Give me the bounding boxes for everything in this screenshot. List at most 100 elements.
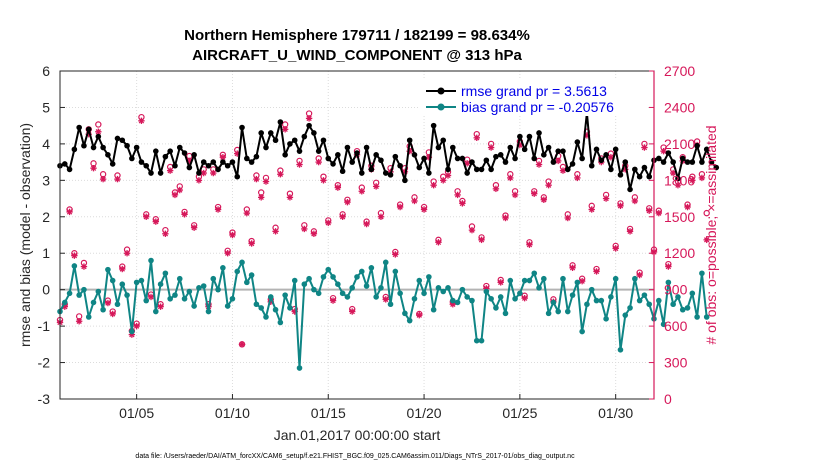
rmse-point	[708, 159, 715, 165]
rmse-point	[191, 152, 197, 158]
bias-point	[627, 305, 633, 311]
legend: rmse grand pr = 3.5613 bias grand pr = -…	[420, 80, 648, 116]
rmse-point	[301, 133, 308, 140]
bias-point	[464, 294, 470, 300]
assimilated-obs-point	[238, 341, 246, 348]
rmse-point	[267, 130, 274, 136]
rmse-point	[507, 144, 514, 151]
bias-point	[363, 283, 370, 289]
rmse-point	[445, 166, 451, 173]
rmse-point	[114, 135, 121, 142]
bias-point	[205, 308, 212, 315]
assimilated-obs-point	[277, 171, 284, 178]
bias-point	[191, 303, 197, 309]
assimilated-obs-point	[138, 117, 145, 125]
rmse-point	[263, 144, 269, 151]
y-right-tick-label: 300	[664, 355, 688, 371]
possible-obs-point	[95, 121, 102, 128]
bias-series-layer	[57, 257, 710, 371]
y-right-tick-label: 0	[664, 391, 672, 407]
rmse-point	[493, 153, 499, 160]
rmse-point	[473, 166, 480, 173]
bias-point	[603, 316, 609, 322]
rmse-point	[536, 130, 542, 136]
rmse-point	[339, 168, 346, 175]
bias-point	[598, 297, 605, 304]
assimilated-obs-point	[468, 226, 476, 234]
rmse-point	[679, 155, 686, 162]
legend-bias-label: bias grand pr = -0.20576	[461, 99, 614, 115]
rmse-point	[138, 159, 145, 165]
assimilated-obs-point	[257, 194, 265, 201]
assimilated-obs-point	[90, 164, 97, 172]
rmse-point	[176, 144, 183, 151]
bias-point	[143, 297, 150, 304]
bias-point	[196, 285, 202, 291]
assimilated-obs-point	[71, 252, 78, 259]
bias-point	[703, 314, 710, 320]
plot-area	[60, 71, 654, 399]
bias-point	[536, 285, 542, 291]
assimilated-obs-point	[617, 202, 624, 210]
bias-point	[416, 277, 423, 284]
assimilated-obs-point	[301, 225, 308, 233]
bias-point	[526, 277, 533, 284]
assimilated-obs-point	[497, 279, 504, 286]
legend-rmse-label: rmse grand pr = 3.5613	[461, 83, 607, 99]
rmse-point	[330, 161, 336, 167]
assimilated-obs-point	[349, 308, 356, 315]
rmse-point	[564, 166, 571, 173]
rmse-point	[181, 150, 188, 156]
rmse-point	[689, 159, 696, 165]
bias-point	[469, 297, 475, 304]
y-right-tick-label: 2400	[664, 99, 695, 115]
rmse-point	[622, 159, 629, 165]
assimilated-obs-point	[531, 190, 538, 197]
assimilated-obs-point	[296, 161, 303, 168]
assimilated-obs-point	[181, 211, 188, 218]
rmse-point	[526, 133, 533, 140]
bias-point	[129, 328, 135, 335]
bias-point	[694, 314, 700, 320]
y-right-tick-label: 2100	[664, 136, 695, 152]
legend-bias-marker	[437, 103, 445, 111]
assimilated-obs-point	[492, 185, 500, 193]
rmse-point	[306, 122, 312, 129]
rmse-point	[229, 159, 236, 165]
rmse-point	[71, 146, 78, 153]
bias-point	[119, 281, 126, 288]
rmse-point	[378, 157, 384, 164]
assimilated-obs-point	[569, 264, 576, 271]
rmse-point	[277, 119, 284, 125]
bias-point	[411, 295, 418, 302]
rmse-point	[344, 144, 351, 151]
rmse-point	[311, 130, 317, 136]
rmse-point	[95, 133, 102, 140]
rmse-point	[450, 144, 456, 151]
rmse-point	[469, 159, 475, 165]
assimilated-obs-point	[669, 169, 677, 177]
rmse-point	[627, 186, 633, 193]
assimilated-obs-point	[698, 174, 706, 182]
rmse-point	[660, 159, 667, 165]
rmse-point	[665, 150, 672, 156]
rmse-point	[541, 152, 547, 158]
assimilated-obs-point	[171, 191, 179, 199]
rmse-point	[85, 126, 92, 133]
rmse-point	[315, 148, 322, 154]
bias-point	[100, 306, 106, 313]
assimilated-obs-point	[636, 271, 643, 279]
chart-title-line2: AIRCRAFT_U_WIND_COMPONENT @ 313 hPa	[192, 47, 522, 64]
rmse-point	[694, 142, 700, 149]
bias-point	[560, 275, 566, 282]
bias-point	[588, 286, 595, 293]
rmse-point	[167, 148, 173, 154]
y-axis-left-label: rmse and bias (model - observation)	[17, 123, 33, 347]
y-left-tick-label: 3	[42, 172, 50, 188]
rmse-point	[354, 150, 360, 156]
bias-point	[124, 292, 130, 298]
y-axis-right-label: # of obs: o=possible; ×=assimilated	[703, 125, 719, 344]
rmse-point	[703, 146, 710, 153]
rmse-point	[502, 159, 509, 165]
rmse-point	[608, 166, 614, 173]
